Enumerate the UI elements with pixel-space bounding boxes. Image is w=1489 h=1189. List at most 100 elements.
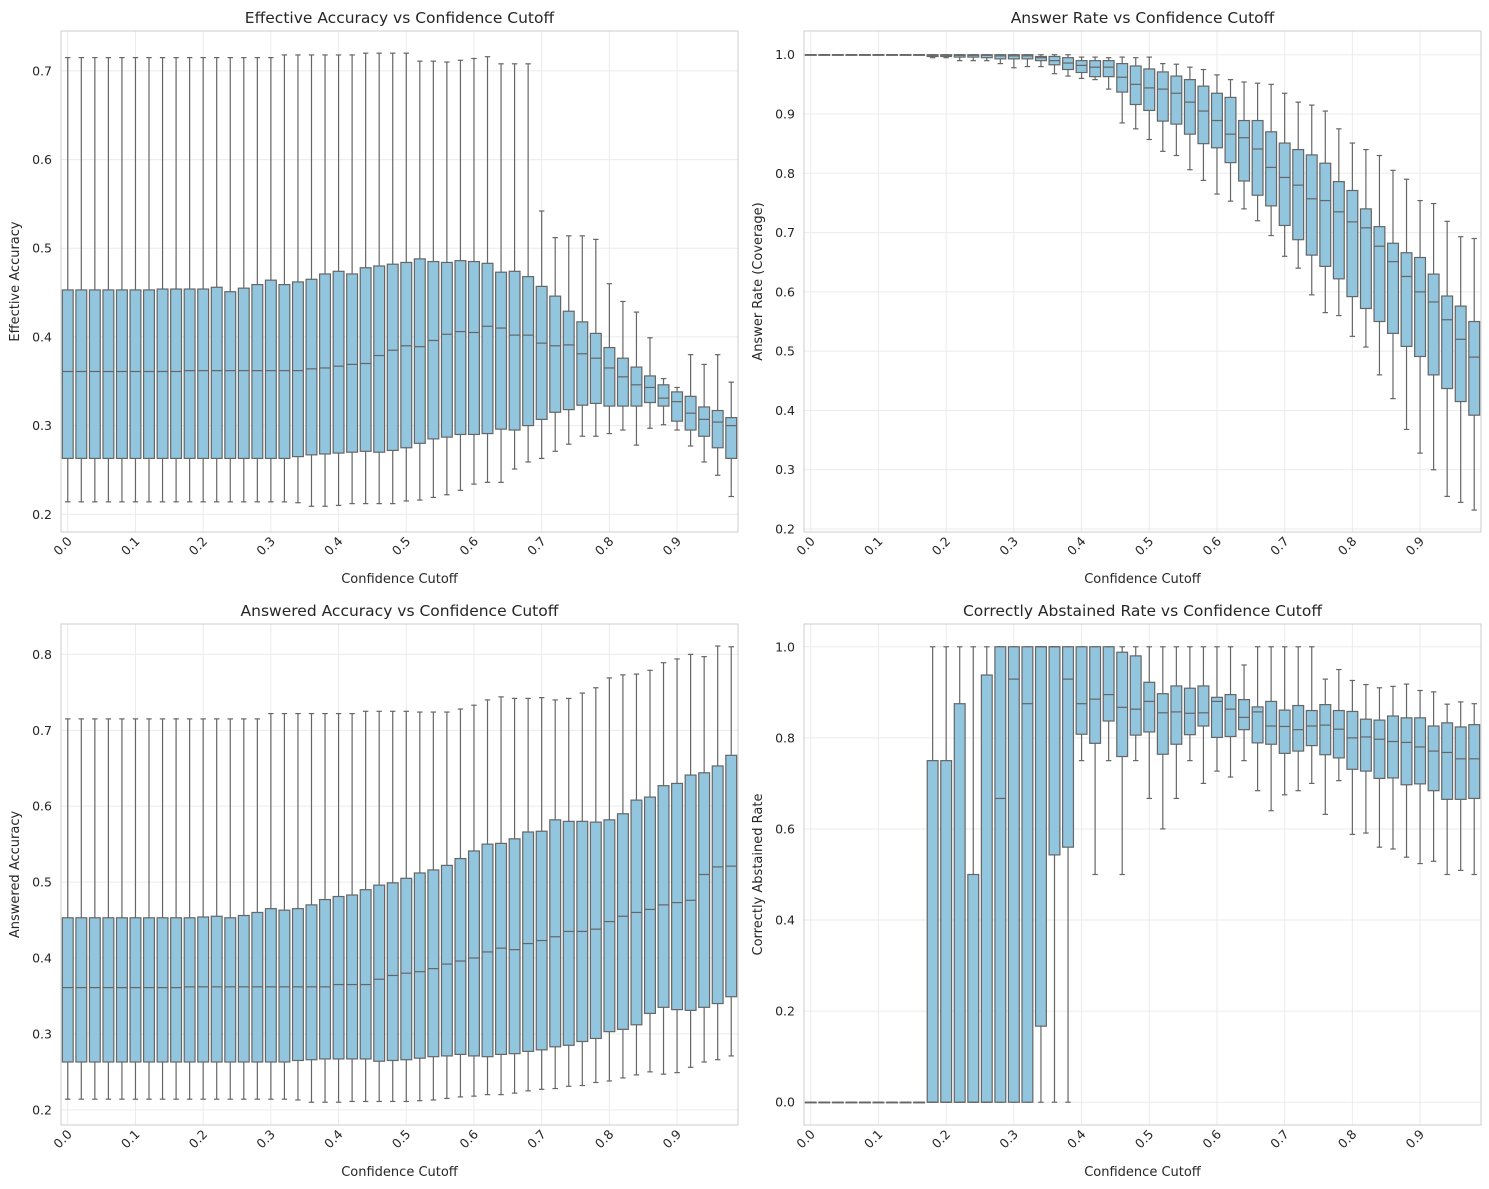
box-34: [522, 697, 535, 1092]
box-9: [926, 54, 939, 59]
box-49: [1468, 703, 1481, 876]
box-40: [1346, 142, 1359, 337]
box-4: [858, 1101, 871, 1104]
x-tick-label: 0.4: [1064, 533, 1089, 558]
box-38: [576, 235, 589, 437]
box-10: [197, 718, 210, 1100]
box-8: [913, 54, 926, 56]
box-19: [1062, 54, 1075, 77]
box-body: [251, 284, 264, 460]
box-7: [899, 54, 912, 56]
box-body: [454, 260, 467, 436]
x-tick-label: 0.3: [253, 1127, 278, 1152]
box-19: [1062, 646, 1075, 1103]
y-tick-label: 0.4: [775, 913, 795, 928]
box-6: [885, 54, 899, 56]
box-1: [75, 718, 88, 1100]
box-27: [427, 60, 440, 499]
box-31: [1224, 79, 1237, 202]
box-25: [400, 710, 413, 1103]
box-body: [1021, 54, 1034, 60]
box-body: [1021, 646, 1034, 1103]
box-body: [373, 884, 386, 1062]
box-3: [845, 54, 858, 56]
y-axis-label: Correctly Abstained Rate: [751, 794, 766, 956]
x-tick-label: 0.2: [186, 534, 211, 559]
box-body: [980, 674, 993, 1103]
x-tick-label: 0.0: [793, 533, 818, 558]
box-body: [535, 285, 548, 420]
box-10: [940, 646, 953, 1103]
box-body: [467, 850, 480, 1057]
box-22: [359, 710, 372, 1103]
box-45: [671, 658, 684, 1074]
box-9: [183, 57, 196, 503]
box-body: [400, 877, 413, 1061]
box-15: [264, 712, 277, 1100]
y-tick-label: 0.8: [775, 166, 795, 181]
chart-title: Effective Accuracy vs Confidence Cutoff: [245, 9, 555, 27]
y-tick-label: 0.5: [775, 344, 795, 359]
box-body: [1210, 696, 1223, 739]
box-body: [1305, 154, 1318, 256]
box-body: [413, 258, 426, 444]
box-42: [1373, 154, 1386, 376]
box-body: [1183, 79, 1196, 135]
box-body: [1414, 717, 1427, 785]
box-body: [224, 917, 237, 1063]
box-38: [1319, 110, 1332, 314]
y-tick-label: 0.3: [32, 1026, 52, 1041]
box-28: [1183, 66, 1196, 171]
box-body: [616, 357, 629, 407]
box-body: [1238, 699, 1251, 731]
box-body: [508, 270, 521, 431]
box-42: [630, 311, 643, 446]
box-3: [845, 1101, 858, 1104]
box-body: [305, 904, 318, 1061]
box-7: [156, 57, 169, 503]
box-46: [684, 354, 697, 447]
box-29: [454, 708, 467, 1098]
y-tick-label: 0.2: [32, 507, 52, 522]
axes-frame: [60, 30, 739, 533]
box-47: [1441, 703, 1454, 876]
box-body: [1278, 142, 1291, 227]
y-tick-label: 0.7: [775, 225, 795, 240]
box-2: [88, 718, 101, 1100]
box-body: [1048, 646, 1061, 856]
box-body: [1319, 704, 1332, 756]
box-18: [1048, 646, 1061, 1103]
box-body: [549, 295, 562, 413]
box-26: [413, 711, 426, 1102]
y-tick-label: 1.0: [775, 47, 795, 62]
box-body: [1468, 320, 1481, 416]
y-tick-label: 1.0: [775, 639, 795, 654]
x-tick-label: 0.5: [1132, 534, 1157, 559]
box-20: [332, 712, 345, 1103]
box-body: [698, 772, 711, 1008]
box-body: [1116, 651, 1129, 758]
box-body: [1278, 709, 1291, 754]
box-body: [291, 908, 304, 1062]
box-body: [278, 284, 291, 460]
box-body: [926, 760, 939, 1103]
y-tick-label: 0.6: [775, 821, 795, 836]
box-41: [616, 300, 629, 431]
box-14: [251, 57, 264, 503]
box-body: [129, 917, 142, 1063]
box-28: [440, 61, 453, 496]
box-35: [1278, 646, 1291, 796]
box-0: [804, 1101, 817, 1104]
box-44: [657, 662, 670, 1075]
x-tick-label: 0.2: [186, 1127, 211, 1152]
box-13: [237, 718, 250, 1100]
box-body: [1359, 718, 1372, 772]
axes-frame: [803, 623, 1482, 1126]
box-7: [156, 718, 169, 1100]
box-body: [373, 265, 386, 453]
x-tick-label: 0.1: [118, 1127, 143, 1152]
box-body: [454, 857, 467, 1056]
box-22: [1102, 646, 1115, 762]
box-body: [1292, 148, 1305, 241]
